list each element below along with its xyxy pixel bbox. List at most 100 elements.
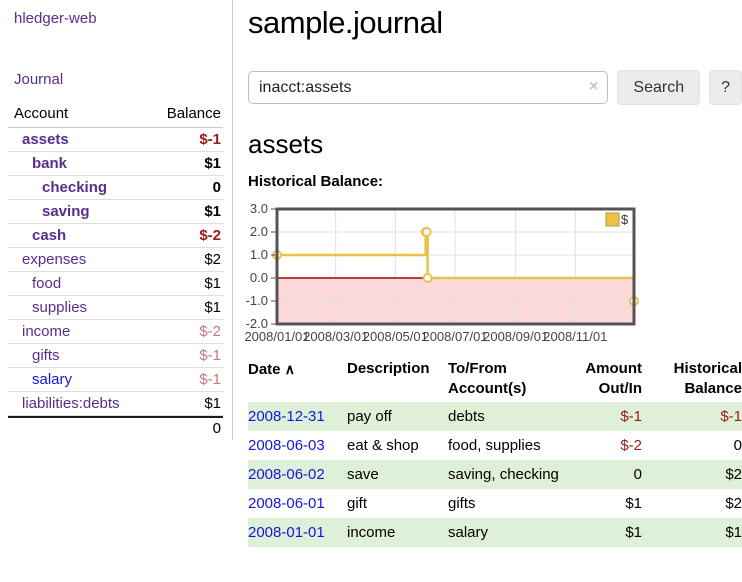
sidebar-account-row: food $1: [8, 272, 223, 296]
sidebar-account-link[interactable]: salary: [32, 371, 73, 388]
register-cell-description: eat & shop: [347, 437, 419, 454]
register-cell-balance: $2: [725, 466, 742, 483]
register-cell-accounts: salary: [448, 524, 489, 541]
x-axis-label: 2008/05/01: [363, 329, 428, 344]
accounts-header-balance: Balance: [166, 105, 221, 122]
register-cell-accounts: gifts: [448, 495, 476, 512]
sidebar-account-link[interactable]: gifts: [32, 347, 60, 364]
accounts-table: Account Balance assets $-1 bank $1 checking 0…: [8, 103, 223, 440]
sidebar-account-link[interactable]: supplies: [32, 299, 88, 316]
account-balance: $1: [204, 203, 221, 220]
register-header-description: Description: [347, 360, 430, 377]
register-cell-amount: $-1: [620, 408, 642, 425]
balance-chart-svg: 3.0 2.0 1.0 0.0 -1.0 -2.02008/01/012008/03/01…: [244, 201, 639, 344]
account-balance: $1: [204, 155, 221, 172]
sidebar-account-row: expenses $2: [8, 248, 223, 272]
sidebar-account-link[interactable]: assets: [22, 131, 69, 148]
legend-label: $: [621, 212, 629, 227]
y-axis-label: 0.0: [250, 270, 268, 285]
register-cell-date: 2008-06-01: [248, 489, 347, 518]
search-input-wrap: ×: [248, 71, 609, 104]
y-axis-label: 3.0: [250, 204, 268, 216]
accounts-table-header: Account Balance: [8, 103, 223, 128]
y-axis-label: -1.0: [246, 293, 268, 308]
register-row: 2008-06-01 gift gifts $1 $2: [248, 489, 742, 518]
transaction-date-link[interactable]: 2008-06-03: [248, 437, 325, 454]
register-cell-balance: 0: [733, 437, 742, 454]
register-cell-amount: 0: [633, 466, 642, 483]
sidebar-account-link[interactable]: saving: [42, 203, 90, 220]
register-cell-description: income: [347, 524, 396, 541]
account-balance: $-1: [199, 347, 221, 364]
chart-title: Historical Balance:: [248, 173, 384, 190]
register-cell-date: 2008-06-03: [248, 431, 347, 460]
account-balance: $-2: [199, 227, 221, 244]
sidebar-account-row: supplies $1: [8, 296, 223, 320]
register-cell-description: gift: [347, 495, 368, 512]
register-cell-accounts: food, supplies: [448, 437, 541, 454]
account-balance: $1: [204, 299, 221, 316]
search-button[interactable]: Search: [617, 70, 701, 105]
accounts-header-account: Account: [14, 105, 69, 122]
register-cell-amount: $-2: [620, 437, 642, 454]
register-cell-amount: $1: [625, 495, 642, 512]
sidebar-account-link[interactable]: cash: [32, 227, 67, 244]
account-balance: $-2: [199, 323, 221, 340]
register-cell-description: pay off: [347, 408, 392, 425]
account-balance: $-1: [199, 371, 221, 388]
x-axis-label: 2008/09/01: [483, 329, 548, 344]
y-axis-label: 1.0: [250, 247, 268, 262]
account-balance: 0: [212, 179, 221, 196]
register-header-row: Date ∧ Description To/From Account(s) Am…: [248, 356, 742, 402]
historical-balance-chart: 3.0 2.0 1.0 0.0 -1.0 -2.0 2008/01/01 2008/03/01…: [240, 201, 742, 354]
sidebar-account-link[interactable]: bank: [32, 155, 68, 172]
x-axis-label: 2008/11/01: [543, 329, 607, 344]
register-cell-description: save: [347, 466, 379, 483]
register-cell-balance: $-1: [720, 408, 742, 425]
sidebar-account-row: saving $1: [8, 200, 223, 224]
account-balance: $2: [204, 251, 221, 268]
transaction-date-link[interactable]: 2008-01-01: [248, 524, 325, 541]
register-header-date[interactable]: Date ∧: [248, 361, 295, 378]
sidebar-account-row: income $-2: [8, 320, 223, 344]
sidebar-account-row: bank $1: [8, 152, 223, 176]
account-balance: $-1: [199, 131, 221, 148]
sidebar-account-link[interactable]: expenses: [22, 251, 87, 268]
search-input[interactable]: [248, 71, 609, 104]
main-content: sample.journal × Search ? assets Histori…: [233, 0, 742, 547]
transaction-date-link[interactable]: 2008-12-31: [248, 408, 325, 425]
transaction-date-link[interactable]: 2008-06-01: [248, 495, 325, 512]
help-button[interactable]: ?: [709, 70, 742, 105]
sort-asc-icon: ∧: [284, 361, 295, 377]
x-axis-label: 2008/03/01: [303, 329, 368, 344]
register-cell-date: 2008-01-01: [248, 518, 347, 547]
sidebar-account-link[interactable]: food: [32, 275, 62, 292]
sidebar-account-row: checking 0: [8, 176, 223, 200]
register-header-accounts: To/From Account(s): [448, 360, 527, 397]
register-row: 2008-06-03 eat & shop food, supplies $-2 0: [248, 431, 742, 460]
transaction-date-link[interactable]: 2008-06-02: [248, 466, 325, 483]
sidebar-account-link[interactable]: liabilities:debts: [22, 395, 120, 412]
sidebar-account-link[interactable]: checking: [42, 179, 108, 196]
register-cell-balance: $1: [725, 524, 742, 541]
clear-search-icon[interactable]: ×: [589, 78, 599, 95]
accounts-rows: assets $-1 bank $1 checking 0 saving $1 cash $-2 e…: [8, 128, 223, 416]
app-brand-link[interactable]: hledger-web: [14, 10, 97, 27]
y-axis-label: -2.0: [246, 316, 268, 331]
register-row: 2008-01-01 income salary $1 $1: [248, 518, 742, 547]
register-row: 2008-12-31 pay off debts $-1 $-1: [248, 402, 742, 431]
account-balance: $1: [204, 395, 221, 412]
plot-border: [275, 207, 636, 326]
x-axis-label: 2008/01/01: [244, 329, 309, 344]
sidebar-item-journal[interactable]: Journal: [14, 71, 64, 88]
register-header-balance: Historical Balance: [673, 360, 742, 397]
register-row: 2008-06-02 save saving, checking 0 $2: [248, 460, 742, 489]
page-title: sample.journal: [248, 5, 443, 40]
register-header-amount: Amount Out/In: [585, 360, 642, 397]
register-cell-date: 2008-06-02: [248, 460, 347, 489]
register-cell-accounts: saving, checking: [448, 466, 559, 483]
register-cell-accounts: debts: [448, 408, 485, 425]
sidebar-account-link[interactable]: income: [22, 323, 71, 340]
data-point-marker: [422, 273, 433, 283]
search-form: × Search ?: [248, 70, 742, 105]
